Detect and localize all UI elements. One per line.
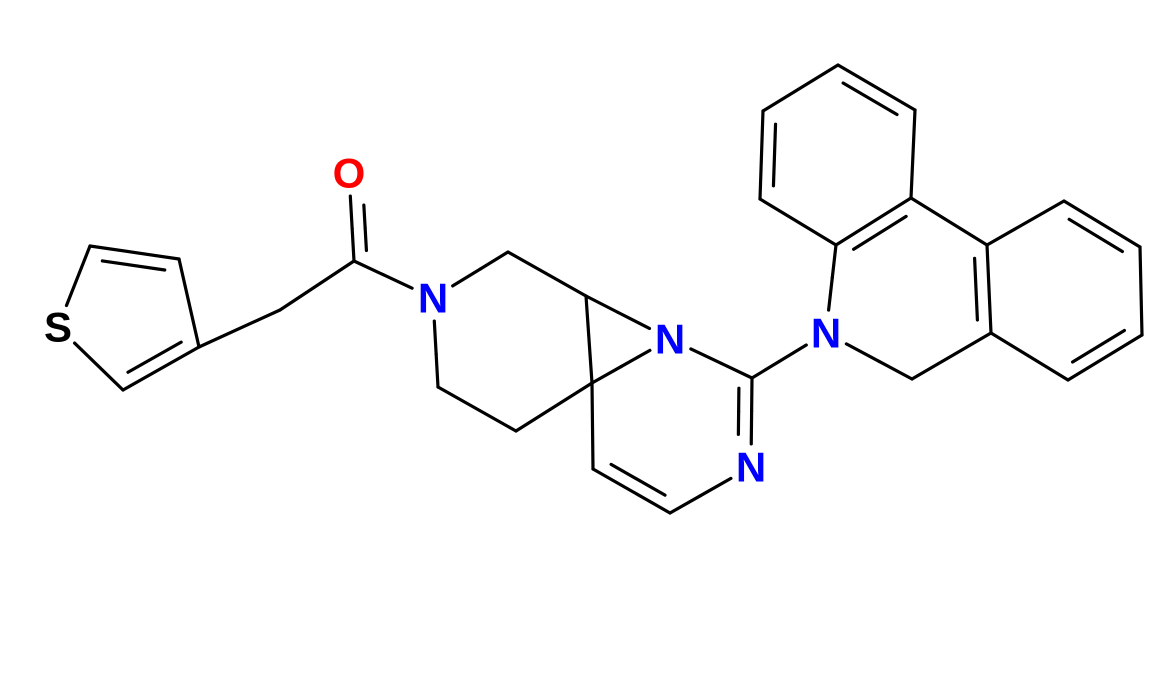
atom-N20: N: [811, 310, 841, 357]
molecule-canvas: S O N N N N: [0, 0, 1161, 675]
atom-O8: O: [333, 150, 366, 197]
atom-S1: S: [44, 304, 72, 351]
atom-N15: N: [655, 316, 685, 363]
atom-N9: N: [418, 275, 448, 322]
atom-N17: N: [736, 444, 766, 491]
